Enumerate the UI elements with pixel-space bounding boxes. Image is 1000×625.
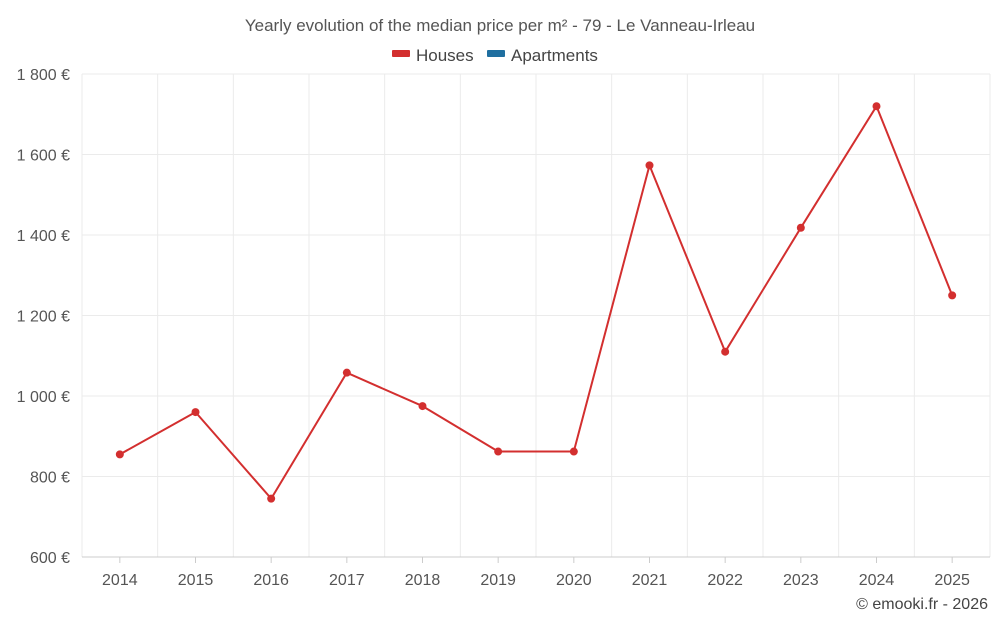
x-tick-label: 2023 [783,572,819,589]
y-tick-label: 1 800 € [17,67,70,84]
data-point[interactable] [872,102,881,111]
x-tick-label: 2022 [707,572,743,589]
legend-label-apartments: Apartments [511,46,598,65]
data-point[interactable] [494,447,503,456]
legend-item-apartments[interactable]: Apartments [487,46,598,65]
data-point[interactable] [115,450,124,459]
data-point[interactable] [418,402,427,411]
legend-swatch-apartments [487,50,505,57]
legend-item-houses[interactable]: Houses [392,46,474,65]
data-point[interactable] [191,408,200,417]
credit-text: © emooki.fr - 2026 [856,596,988,613]
data-point[interactable] [267,494,276,503]
y-tick-label: 600 € [30,550,70,567]
data-point[interactable] [342,368,351,377]
x-tick-label: 2021 [632,572,668,589]
legend-label-houses: Houses [416,46,474,65]
data-point[interactable] [796,223,805,232]
x-axis-ticks: 2014 2015 2016 2017 2018 2019 2020 2021 2022 2023… [102,557,970,589]
x-tick-label: 2017 [329,572,365,589]
legend-swatch-houses [392,50,410,57]
x-tick-label: 2015 [178,572,214,589]
series-line-houses [119,105,954,500]
x-tick-label: 2019 [480,572,516,589]
x-tick-label: 2016 [253,572,289,589]
y-tick-label: 1 000 € [17,389,70,406]
x-tick-label: 2020 [556,572,592,589]
grid [81,73,991,558]
y-tick-label: 1 600 € [17,148,70,165]
y-tick-label: 800 € [30,470,70,487]
x-tick-label: 2024 [859,572,895,589]
data-point[interactable] [569,447,578,456]
x-tick-label: 2018 [405,572,441,589]
y-axis-ticks: 600 € 800 € 1 000 € 1 200 € 1 400 € 1 600 € 1 … [17,67,70,567]
y-tick-label: 1 200 € [17,309,70,326]
x-tick-label: 2014 [102,572,138,589]
chart-title: Yearly evolution of the median price per… [245,16,755,35]
series-houses [115,102,957,503]
legend: Houses Apartments [392,46,598,65]
data-point[interactable] [948,291,957,300]
data-point[interactable] [721,347,730,356]
y-tick-label: 1 400 € [17,228,70,245]
x-tick-label: 2025 [934,572,970,589]
data-point[interactable] [645,161,654,170]
